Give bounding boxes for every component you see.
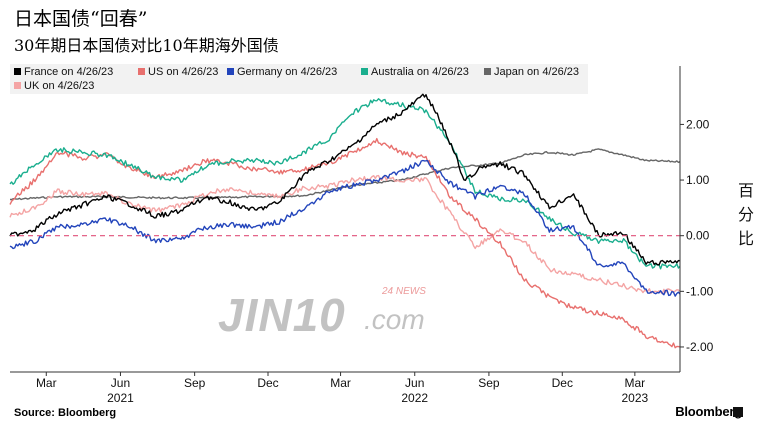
legend-entry: US on 4/26/23 — [148, 66, 218, 78]
legend-background — [10, 64, 588, 94]
y-axis-label: 百 — [738, 181, 754, 200]
x-tick-label: Sep — [184, 376, 206, 390]
legend-swatch — [138, 68, 145, 75]
y-axis-label: 分 — [738, 205, 754, 224]
y-tick-label: 0.00 — [686, 229, 710, 243]
series-line — [9, 98, 681, 270]
legend-entry: Japan on 4/26/23 — [494, 66, 579, 78]
x-tick-label: Jun — [111, 376, 130, 390]
series-line — [9, 159, 681, 297]
series-line — [9, 174, 681, 295]
plot-area — [9, 93, 681, 349]
x-tick-label: Dec — [257, 376, 278, 390]
legend-swatch — [484, 68, 491, 75]
brand-logo: Bloomberg — [675, 404, 742, 419]
legend-swatch — [14, 68, 21, 75]
legend-entry: Germany on 4/26/23 — [237, 66, 337, 78]
x-tick-label: Mar — [36, 376, 57, 390]
legend: France on 4/26/23 US on 4/26/23 Germany on… — [10, 64, 588, 94]
y-axis-label: 比 — [738, 229, 754, 248]
y-tick-label: 2.00 — [686, 117, 710, 131]
legend-swatch — [227, 68, 234, 75]
x-tick-label: Mar — [330, 376, 351, 390]
x-tick-label: Sep — [478, 376, 500, 390]
x-tick-label: Jun — [405, 376, 424, 390]
source-note: Source: Bloomberg — [14, 407, 117, 419]
x-tick-label: Dec — [552, 376, 573, 390]
x-year-label: 2021 — [107, 391, 134, 405]
legend-entry: Australia on 4/26/23 — [371, 66, 469, 78]
y-tick-label: -2.00 — [686, 340, 714, 354]
bloomberg-chart-icon — [733, 407, 743, 417]
x-year-label: 2023 — [621, 391, 648, 405]
x-year-label: 2022 — [401, 391, 428, 405]
y-tick-label: -1.00 — [686, 284, 714, 298]
chart-title: 日本国债“回春” — [14, 8, 148, 30]
y-tick-label: 1.00 — [686, 173, 710, 187]
axes: 2.00 1.00 0.00 -1.00 -2.00 百分比 Mar Jun Sep Dec Mar… — [10, 66, 754, 405]
legend-swatch — [361, 68, 368, 75]
legend-entry: UK on 4/26/23 — [24, 80, 94, 92]
series-line — [9, 137, 681, 349]
legend-swatch — [14, 82, 21, 89]
legend-entry: France on 4/26/23 — [24, 66, 113, 78]
chart-subtitle: 30年期日本国债对比10年期海外国债 — [14, 36, 279, 55]
series-line — [9, 93, 681, 266]
x-tick-label: Mar — [625, 376, 646, 390]
